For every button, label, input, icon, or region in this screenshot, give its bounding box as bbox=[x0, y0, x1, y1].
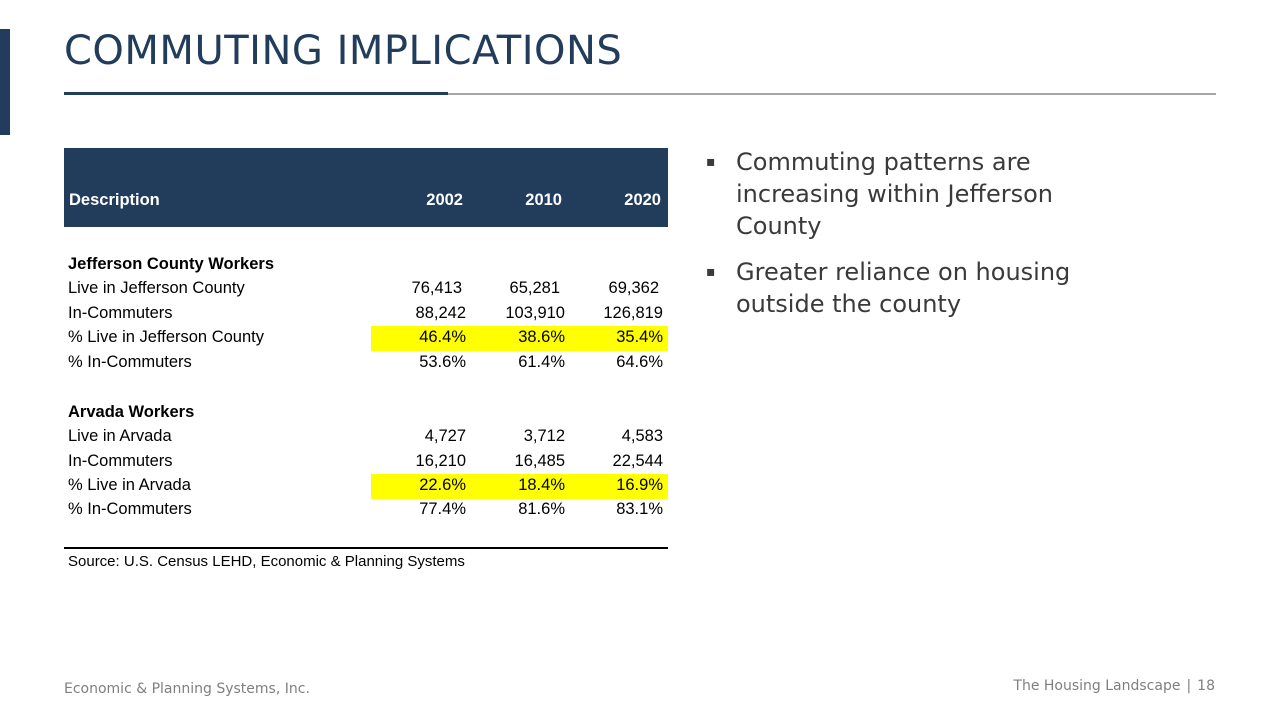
row-label: % In-Commuters bbox=[68, 500, 192, 518]
page-number: 18 bbox=[1197, 678, 1215, 694]
table-bottom-rule bbox=[64, 547, 668, 549]
header-description: Description bbox=[69, 191, 160, 209]
row-highlight bbox=[371, 326, 668, 351]
cell-2002: 77.4% bbox=[419, 500, 466, 518]
title-rule-light bbox=[448, 93, 1216, 95]
cell-2010: 81.6% bbox=[518, 500, 565, 518]
table-row: % In-Commuters 53.6% 61.4% 64.6% bbox=[64, 351, 668, 375]
row-label: In-Commuters bbox=[68, 304, 173, 322]
cell-2002: 4,727 bbox=[424, 427, 466, 445]
cell-2020: 64.6% bbox=[616, 353, 663, 371]
slide-title: COMMUTING IMPLICATIONS bbox=[64, 28, 623, 74]
bullet-list: ▪ Commuting patterns are increasing with… bbox=[704, 146, 1124, 334]
bullet-item: ▪ Greater reliance on housing outside th… bbox=[704, 256, 1124, 320]
header-2002: 2002 bbox=[426, 191, 463, 209]
row-label: % Live in Jefferson County bbox=[68, 328, 264, 346]
cell-2020: 4,583 bbox=[621, 427, 663, 445]
cell-2010: 61.4% bbox=[518, 353, 565, 371]
header-2020: 2020 bbox=[624, 191, 661, 209]
table-row-highlighted: % Live in Jefferson County 46.4% 38.6% 3… bbox=[64, 326, 668, 351]
table-row: Live in Arvada 4,727 3,712 4,583 bbox=[64, 425, 668, 449]
footer-page-info: The Housing Landscape | 18 bbox=[1013, 678, 1215, 694]
footer-section: The Housing Landscape bbox=[1013, 678, 1181, 694]
bullet-item: ▪ Commuting patterns are increasing with… bbox=[704, 146, 1124, 242]
cell-2010: 3,712 bbox=[523, 427, 565, 445]
square-bullet-icon: ▪ bbox=[706, 154, 716, 170]
table-header: Description 2002 2010 2020 bbox=[64, 148, 668, 227]
row-label: Live in Arvada bbox=[68, 427, 172, 445]
footer-company: Economic & Planning Systems, Inc. bbox=[64, 681, 310, 697]
table-row: Live in Jefferson County 76,413 65,281 6… bbox=[64, 277, 668, 301]
cell-2020: 69,362 bbox=[608, 279, 659, 297]
table-row-highlighted: % Live in Arvada 22.6% 18.4% 16.9% bbox=[64, 474, 668, 499]
row-label: In-Commuters bbox=[68, 452, 173, 470]
cell-2020: 83.1% bbox=[616, 500, 663, 518]
cell-2010: 65,281 bbox=[509, 279, 560, 297]
cell-2020: 126,819 bbox=[603, 304, 663, 322]
table-row: In-Commuters 16,210 16,485 22,544 bbox=[64, 450, 668, 474]
cell-2020: 22,544 bbox=[612, 452, 663, 470]
row-label: Live in Jefferson County bbox=[68, 279, 245, 297]
table-row: % In-Commuters 77.4% 81.6% 83.1% bbox=[64, 498, 668, 522]
cell-2010: 18.4% bbox=[518, 476, 565, 494]
commuting-table: Description 2002 2010 2020 Jefferson Cou… bbox=[64, 148, 668, 570]
cell-2002: 22.6% bbox=[419, 476, 466, 494]
row-label: % In-Commuters bbox=[68, 353, 192, 371]
cell-2010: 103,910 bbox=[505, 304, 565, 322]
section-heading: Arvada Workers bbox=[64, 401, 668, 425]
cell-2002: 88,242 bbox=[415, 304, 466, 322]
accent-bar bbox=[0, 29, 10, 135]
bullet-text: Greater reliance on housing outside the … bbox=[736, 258, 1071, 318]
square-bullet-icon: ▪ bbox=[706, 264, 716, 280]
cell-2002: 53.6% bbox=[419, 353, 466, 371]
cell-2002: 46.4% bbox=[419, 328, 466, 346]
bullet-text: Commuting patterns are increasing within… bbox=[736, 148, 1053, 240]
cell-2002: 16,210 bbox=[415, 452, 466, 470]
cell-2010: 38.6% bbox=[518, 328, 565, 346]
section-title: Jefferson County Workers bbox=[68, 255, 274, 273]
section-heading: Jefferson County Workers bbox=[64, 253, 668, 277]
cell-2020: 16.9% bbox=[616, 476, 663, 494]
footer-separator: | bbox=[1186, 678, 1192, 694]
row-highlight bbox=[371, 474, 668, 499]
cell-2002: 76,413 bbox=[411, 279, 462, 297]
header-2010: 2010 bbox=[525, 191, 562, 209]
cell-2010: 16,485 bbox=[514, 452, 565, 470]
title-rule-dark bbox=[64, 92, 448, 95]
section-title: Arvada Workers bbox=[68, 403, 195, 421]
source-note: Source: U.S. Census LEHD, Economic & Pla… bbox=[68, 553, 465, 570]
cell-2020: 35.4% bbox=[616, 328, 663, 346]
table-row: In-Commuters 88,242 103,910 126,819 bbox=[64, 302, 668, 326]
row-label: % Live in Arvada bbox=[68, 476, 191, 494]
